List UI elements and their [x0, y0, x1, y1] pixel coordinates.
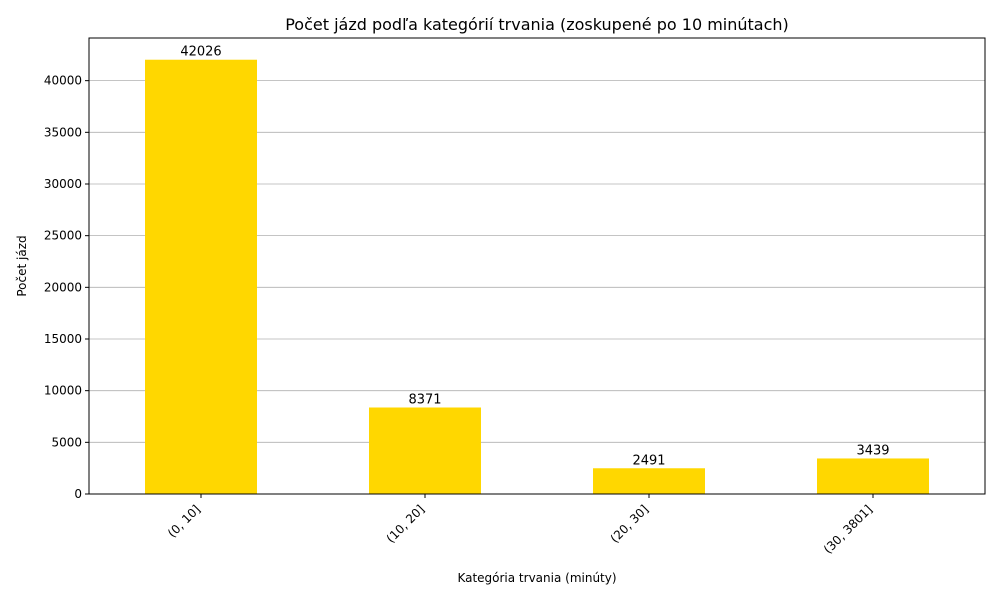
bar-value-label: 3439 [856, 443, 889, 458]
x-tick-label: (10, 20] [384, 502, 428, 546]
bar [817, 458, 929, 494]
y-axis-ticks: 0 5000 10000 15000 20000 25000 30000 35000 40000 [44, 74, 89, 501]
y-tick-label: 15000 [44, 332, 82, 346]
y-tick-label: 20000 [44, 280, 82, 294]
bar-value-label: 2491 [632, 453, 665, 468]
y-axis-label: Počet jázd [15, 235, 29, 296]
y-tick-label: 35000 [44, 125, 82, 139]
bars [145, 59, 929, 494]
bar-value-label: 42026 [180, 45, 221, 60]
y-tick-label: 25000 [44, 229, 82, 243]
y-tick-label: 0 [74, 487, 82, 501]
x-tick-label: (20, 30] [608, 502, 652, 546]
bar-value-labels: 42026 8371 2491 3439 [180, 45, 889, 469]
bar [369, 407, 481, 494]
y-tick-label: 30000 [44, 177, 82, 191]
plot-frame [88, 37, 986, 495]
y-tick-label: 5000 [51, 435, 82, 449]
x-axis-label: Kategória trvania (minúty) [457, 571, 616, 585]
chart-title: Počet jázd podľa kategórií trvania (zosk… [285, 15, 789, 34]
y-tick-label: 40000 [44, 74, 82, 88]
y-tick-label: 10000 [44, 384, 82, 398]
x-tick-label: (0, 10] [165, 502, 203, 540]
bar [145, 59, 257, 494]
x-axis-ticks: (0, 10] (10, 20] (20, 30] (30, 3801] [165, 494, 875, 557]
bar [593, 468, 705, 494]
x-tick-label: (30, 3801] [821, 502, 875, 556]
bar-value-label: 8371 [408, 392, 441, 407]
